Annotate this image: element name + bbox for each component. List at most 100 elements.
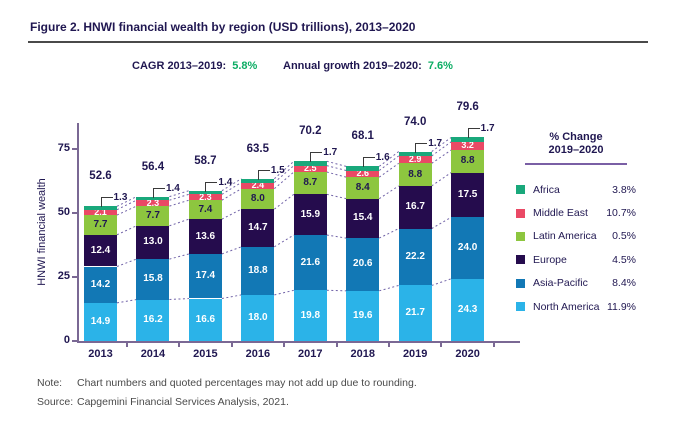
connector-line [326, 234, 347, 239]
bar-segment-middle-east: 2.9 [398, 154, 432, 165]
bar-segment-north-america: 18.0 [241, 294, 275, 341]
segment-value-label: 2.9 [408, 154, 422, 165]
callout-bracket [310, 152, 323, 163]
connector-line [116, 299, 137, 304]
connector-line [274, 234, 295, 248]
bar-segment-north-america: 19.6 [346, 290, 380, 341]
segment-value-label: 19.8 [300, 309, 321, 321]
bar-segment-north-america: 16.6 [188, 298, 222, 341]
segment-value-label: 15.8 [143, 273, 163, 285]
y-tick [71, 340, 77, 342]
stat-cagr-label: CAGR 2013–2019: [132, 60, 227, 72]
legend-item-label: Europe [533, 253, 567, 266]
x-tick [125, 343, 128, 347]
legend-item-asia-pacific: Asia-Pacific 8.4% [516, 272, 636, 295]
callout-bracket [205, 181, 218, 192]
legend-item-europe: Europe 4.5% [516, 248, 636, 271]
bar-segment-latin-america: 8.0 [241, 188, 275, 210]
legend-swatch [516, 231, 525, 241]
legend-swatch [516, 185, 525, 195]
bar-segment-africa [293, 161, 327, 166]
segment-value-label: 2.6 [356, 168, 369, 179]
x-tick-label: 2014 [140, 348, 166, 360]
connector-line [116, 225, 137, 236]
segment-value-label: 7.4 [198, 203, 213, 215]
x-tick-label: 2020 [455, 348, 480, 360]
callout-bracket [415, 142, 428, 153]
bar-total-label: 56.4 [141, 160, 165, 173]
bar-segment-africa [241, 178, 275, 183]
segment-value-label: 13.0 [143, 236, 163, 248]
bar-segment-middle-east: 2.5 [293, 164, 327, 173]
legend-item-value: 11.9% [607, 300, 636, 313]
connector-line [221, 208, 242, 220]
bar-segment-middle-east: 2.1 [84, 207, 117, 216]
segment-value-label: 24.3 [457, 303, 478, 315]
legend-item-value: 0.5% [612, 230, 636, 243]
connector-line [221, 246, 242, 255]
bar-segment-africa [84, 206, 117, 210]
bar-segment-middle-east: 2.3 [188, 192, 222, 201]
connector-line [379, 284, 399, 292]
bar-segment-asia-pacific: 21.6 [293, 235, 327, 291]
connector-line [116, 258, 137, 267]
bar-total-label: 63.5 [246, 142, 270, 155]
legend-swatch [516, 255, 525, 265]
segment-value-label: 13.6 [195, 230, 216, 242]
y-tick-label: 75 [57, 142, 70, 154]
source-row: Source: Capgemini Financial Services Anal… [37, 396, 289, 408]
legend-title-line2: 2019–2020 [548, 144, 604, 156]
connector-line [378, 162, 399, 178]
bar-segment-africa [188, 190, 222, 195]
bar-segment-latin-america: 7.4 [188, 200, 222, 220]
bar-segment-africa [451, 137, 485, 142]
x-tick [335, 343, 338, 347]
y-tick-label: 0 [63, 334, 70, 346]
connector-line [169, 218, 190, 227]
bar-segment-north-america: 21.7 [398, 285, 432, 341]
legend-item-africa: Africa 3.8% [516, 178, 636, 201]
segment-value-label: 21.7 [405, 307, 425, 319]
connector-line [431, 149, 452, 164]
segment-value-label: 16.6 [195, 313, 216, 325]
legend-item-label: Asia-Pacific [533, 277, 588, 290]
y-axis-title: HNWI financial wealth [36, 178, 48, 286]
bar-total-label: 68.1 [351, 130, 374, 143]
connector-line [169, 298, 189, 301]
x-tick-label: 2017 [298, 348, 323, 360]
connector-line [169, 199, 190, 207]
bar-segment-north-america: 14.9 [84, 302, 117, 341]
bar-segment-europe: 13.6 [188, 219, 222, 254]
y-axis-line [76, 123, 79, 343]
y-tick [71, 276, 77, 278]
bar-segment-europe: 16.7 [398, 185, 432, 229]
segment-value-label: 15.4 [353, 212, 373, 224]
bar-segment-middle-east: 2.6 [346, 168, 380, 179]
callout-bracket [257, 169, 270, 180]
segment-value-label: 8.7 [303, 177, 318, 189]
x-tick [230, 343, 233, 347]
segment-value-label: 7.7 [93, 218, 108, 230]
callout-bracket [152, 187, 165, 198]
x-tick [440, 343, 443, 347]
legend-swatch [516, 302, 525, 312]
connector-line [326, 160, 347, 167]
bar-segment-north-america: 24.3 [451, 278, 485, 341]
segment-value-label: 18.0 [248, 311, 268, 323]
callout-bracket [100, 197, 113, 208]
segment-value-label: 3.2 [461, 140, 474, 151]
legend-item-value: 4.5% [612, 253, 636, 266]
bar-segment-latin-america: 8.8 [451, 150, 485, 173]
stat-cagr: CAGR 2013–2019: 5.8% [132, 60, 257, 72]
connector-line [274, 289, 294, 296]
legend-item-middle-east: Middle East 10.7% [516, 201, 636, 224]
bar-segment-north-america: 16.2 [136, 299, 170, 341]
growth-stats-row: CAGR 2013–2019: 5.8% Annual growth 2019–… [0, 60, 688, 74]
legend-rule [525, 163, 627, 165]
legend-panel: % Change 2019–2020 Africa 3.8% Middle East… [516, 131, 636, 318]
stat-annual-growth-value: 7.6% [427, 60, 453, 72]
note-row: Note: Chart numbers and quoted percentage… [37, 377, 417, 389]
note-label: Note: [37, 377, 63, 389]
legend-item-label: Africa [533, 183, 560, 196]
